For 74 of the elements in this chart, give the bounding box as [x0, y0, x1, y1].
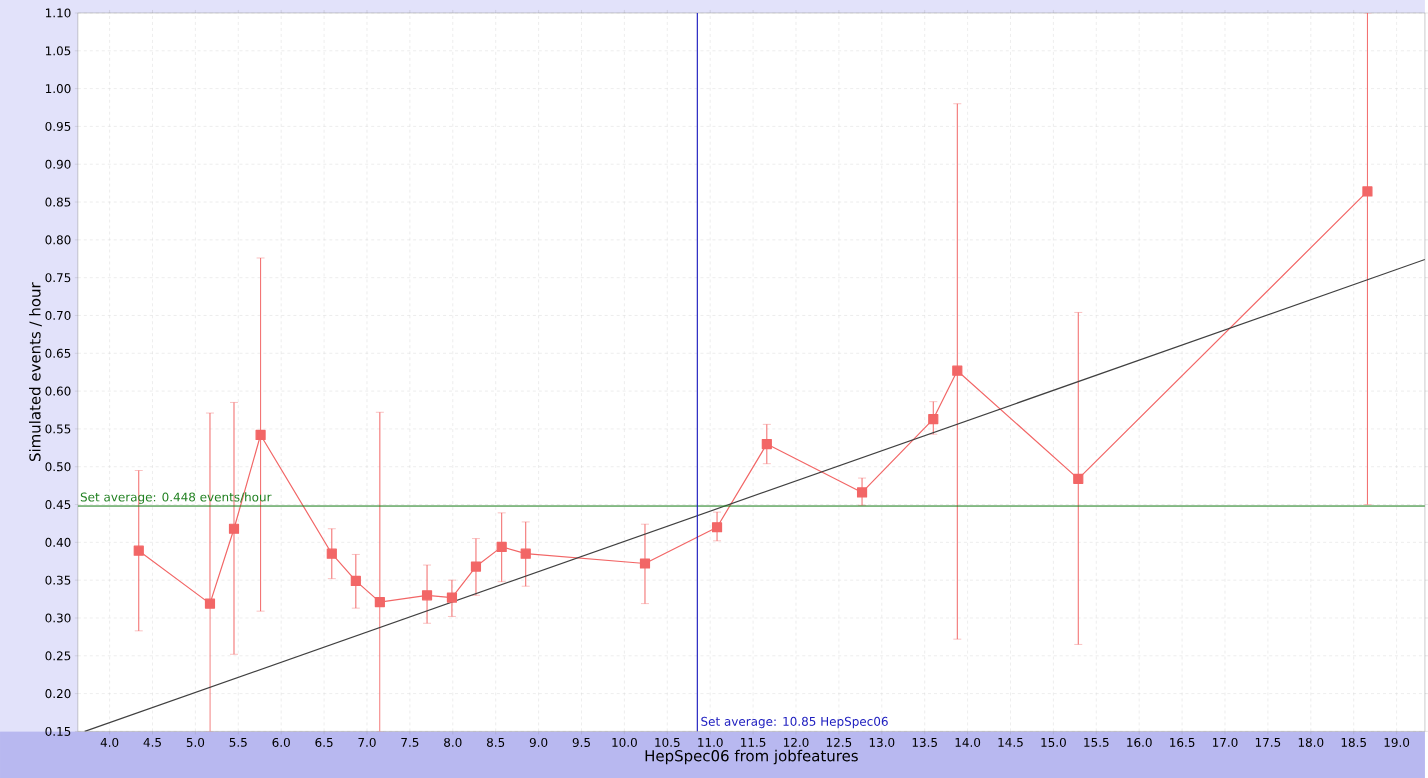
x-tick-label: 15.5	[1084, 737, 1109, 747]
point	[374, 596, 385, 608]
point	[761, 438, 772, 449]
point	[928, 413, 939, 425]
x-tick-label: 4.5	[143, 737, 161, 747]
x-tick-label: 9.5	[572, 737, 590, 747]
x-tick-label: 11.5	[741, 737, 766, 747]
y-tick-label: 0.45	[45, 499, 71, 509]
x-tick-label: 18.0	[1298, 737, 1324, 747]
x-tick-label: 7.5	[401, 737, 419, 747]
point	[496, 541, 507, 552]
x-tick-label: 17.0	[1212, 737, 1238, 747]
x-tick-label: 16.5	[1170, 737, 1195, 747]
y-tick-label: 0.75	[45, 272, 71, 283]
y-tick-label: 0.60	[45, 386, 71, 396]
y-tick-label: 0.70	[45, 310, 71, 320]
y-tick-label: 0.80	[45, 235, 71, 245]
point	[446, 592, 458, 603]
point	[255, 429, 266, 440]
x-tick-label: 13.0	[869, 737, 895, 747]
y-tick-label: 0.35	[45, 575, 71, 585]
x-tick-label: 12.0	[783, 737, 809, 747]
y-tick-label: 0.55	[45, 424, 71, 434]
x-tick-label: 12.5	[826, 737, 852, 747]
y-tick-label: 1.05	[45, 46, 71, 56]
x-tick-label: 19.0	[1384, 737, 1410, 747]
y-tick-label: 0.20	[45, 688, 71, 698]
x-tick-label: 6.5	[315, 737, 333, 747]
point	[470, 561, 482, 572]
x-tick-label: 18.5	[1341, 737, 1366, 747]
x-tick-label: 10.5	[655, 737, 680, 747]
y-tick-label: 0.90	[45, 159, 71, 169]
ref-line-label: Set average: 10.85 HepSpec06	[701, 716, 888, 729]
point	[639, 558, 651, 569]
y-tick-label: 0.15	[45, 726, 71, 736]
x-tick-label: 6.0	[272, 737, 290, 747]
point	[1362, 186, 1373, 197]
y-tick-label: 0.85	[45, 197, 71, 207]
x-tick-label: 5.5	[229, 737, 247, 747]
x-tick-label: 17.5	[1255, 737, 1281, 747]
x-tick-label: 16.0	[1127, 737, 1152, 747]
x-tick-label: 14.0	[955, 737, 981, 747]
point	[520, 548, 531, 559]
y-axis-title: Simulated events / hour	[29, 282, 42, 461]
point	[711, 521, 723, 533]
x-tick-label: 11.0	[698, 737, 723, 747]
y-tick-label: 1.00	[45, 83, 71, 93]
x-tick-label: 5.0	[186, 737, 205, 747]
point	[350, 575, 361, 586]
x-tick-label: 8.0	[444, 737, 462, 747]
x-axis-title: HepSpec06 from jobfeatures	[645, 749, 858, 765]
y-tick-label: 0.25	[45, 651, 71, 661]
x-tick-label: 8.5	[486, 737, 505, 747]
x-tick-label: 9.0	[529, 737, 548, 747]
x-tick-label: 4.0	[100, 737, 119, 747]
point	[856, 487, 868, 498]
point	[133, 545, 144, 556]
x-tick-label: 10.0	[612, 737, 637, 747]
x-tick-label: 13.5	[912, 737, 937, 747]
y-tick-label: 0.95	[45, 121, 71, 131]
point	[326, 548, 337, 559]
point	[1073, 473, 1084, 484]
y-tick-label: 0.65	[45, 348, 71, 358]
point	[952, 365, 963, 376]
x-tick-label: 7.0	[358, 737, 376, 747]
point	[421, 590, 433, 601]
y-tick-label: 1.10	[45, 8, 71, 18]
x-tick-label: 15.0	[1041, 737, 1066, 747]
y-tick-label: 0.30	[45, 613, 71, 623]
point	[228, 523, 240, 534]
y-tick-label: 0.50	[45, 462, 71, 472]
point	[204, 598, 216, 609]
x-tick-label: 14.5	[998, 737, 1023, 747]
y-tick-label: 0.40	[45, 537, 71, 547]
